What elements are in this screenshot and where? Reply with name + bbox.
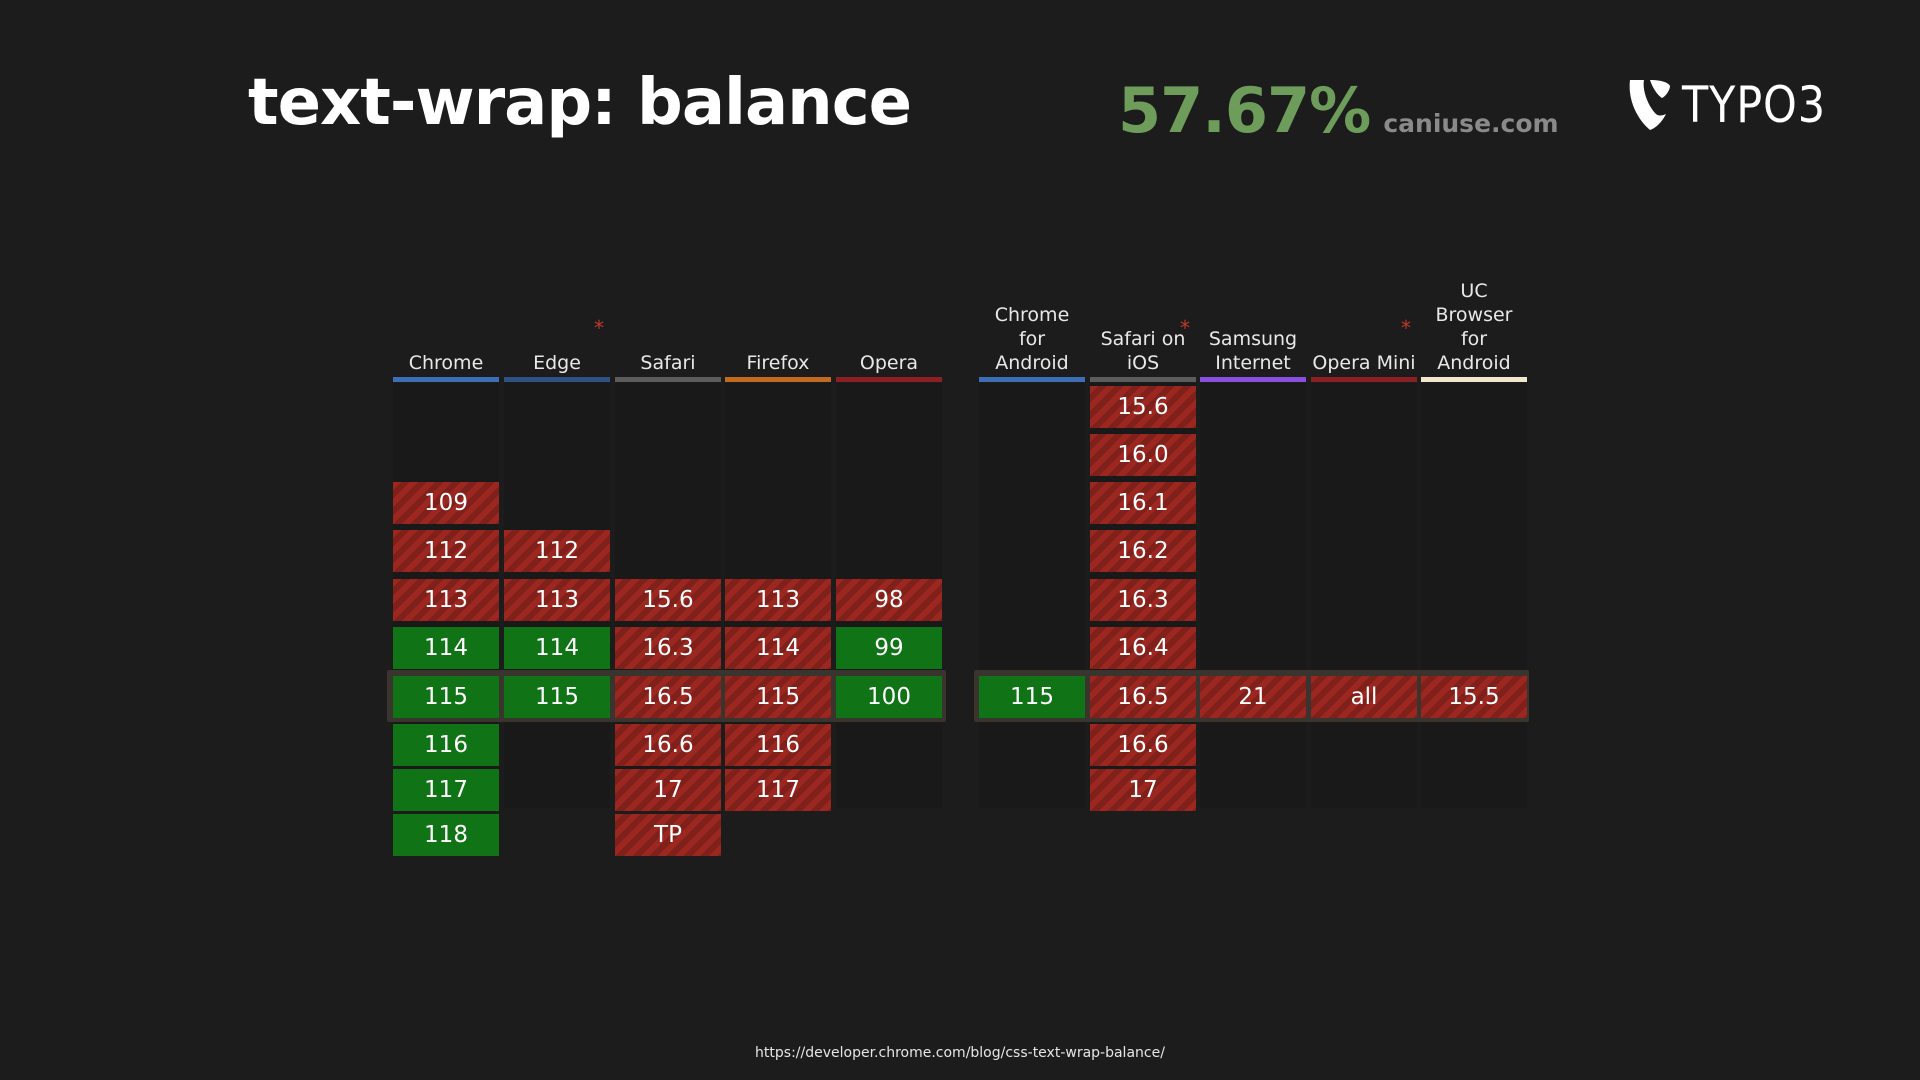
browser-column-uc-browser-for-android [1421,383,1527,808]
browser-color-bar [615,377,721,382]
version-cell[interactable]: 114 [393,627,499,669]
version-cell[interactable]: 115 [725,676,831,718]
version-cell[interactable]: 17 [615,769,721,811]
version-cell[interactable]: 16.6 [615,724,721,766]
typo3-logo: TYPO3 [1626,76,1849,134]
version-cell[interactable]: 16.0 [1090,434,1196,476]
browser-header-chrome-for-android[interactable]: Chrome for Android [994,304,1070,374]
browser-column-chrome-for-android [979,383,1085,808]
browser-color-bar [1421,377,1527,382]
browser-header-safari-on-ios[interactable]: Safari on iOS [1100,328,1186,374]
browser-color-bar [1200,377,1306,382]
version-cell[interactable]: 15.5 [1421,676,1527,718]
browser-header-samsung-internet[interactable]: Samsung Internet [1208,328,1298,374]
source-url[interactable]: https://developer.chrome.com/blog/css-te… [755,1045,1165,1061]
browser-color-bar [1311,377,1417,382]
version-cell[interactable]: 16.2 [1090,530,1196,572]
version-cell[interactable]: 116 [393,724,499,766]
version-cell[interactable]: 113 [725,579,831,621]
browser-color-bar [504,377,610,382]
version-cell[interactable]: 16.5 [1090,676,1196,718]
version-cell[interactable]: all [1311,676,1417,718]
browser-color-bar [979,377,1085,382]
version-cell[interactable]: 16.5 [615,676,721,718]
browser-header-firefox[interactable]: Firefox [746,352,810,374]
version-cell[interactable]: 113 [504,579,610,621]
version-cell[interactable]: 115 [393,676,499,718]
version-cell[interactable]: 112 [393,530,499,572]
version-cell[interactable]: 113 [393,579,499,621]
note-asterisk[interactable]: * [1401,316,1411,340]
logo-wordmark: TYPO3 [1682,76,1826,134]
browser-header-uc-browser-for-android[interactable]: UC Browser for Android [1435,280,1513,374]
version-cell[interactable]: 16.3 [1090,579,1196,621]
version-cell[interactable]: 118 [393,814,499,856]
version-cell[interactable]: 15.6 [615,579,721,621]
note-asterisk[interactable]: * [1180,316,1190,340]
version-cell[interactable]: 117 [393,769,499,811]
version-cell[interactable]: 109 [393,482,499,524]
browser-color-bar [725,377,831,382]
version-cell[interactable]: 15.6 [1090,386,1196,428]
typo3-logo-icon [1629,80,1670,130]
version-cell[interactable]: 100 [836,676,942,718]
version-cell[interactable]: 16.6 [1090,724,1196,766]
version-cell[interactable]: 114 [725,627,831,669]
slide-title: text-wrap: balance [248,66,912,140]
version-cell[interactable]: 98 [836,579,942,621]
browser-header-chrome[interactable]: Chrome [408,352,484,374]
browser-header-opera-mini[interactable]: Opera Mini [1312,352,1416,374]
version-cell[interactable]: 21 [1200,676,1306,718]
version-cell[interactable]: 17 [1090,769,1196,811]
browser-color-bar [836,377,942,382]
note-asterisk[interactable]: * [594,316,604,340]
usage-percent: 57.67% [1118,74,1371,147]
browser-header-opera[interactable]: Opera [859,352,919,374]
usage-stat: 57.67% caniuse.com [1118,74,1559,147]
version-cell[interactable]: 117 [725,769,831,811]
version-cell[interactable]: 16.1 [1090,482,1196,524]
browser-color-bar [393,377,499,382]
version-cell[interactable]: 114 [504,627,610,669]
version-cell[interactable]: 16.3 [615,627,721,669]
version-cell[interactable]: 115 [504,676,610,718]
version-cell[interactable]: 16.4 [1090,627,1196,669]
version-cell[interactable]: 116 [725,724,831,766]
browser-column-samsung-internet [1200,383,1306,808]
version-cell[interactable]: 112 [504,530,610,572]
browser-header-edge[interactable]: Edge [533,352,581,374]
browser-header-safari[interactable]: Safari [640,352,696,374]
version-cell[interactable]: 99 [836,627,942,669]
browser-color-bar [1090,377,1196,382]
version-cell[interactable]: 115 [979,676,1085,718]
browser-column-opera-mini [1311,383,1417,808]
version-cell[interactable]: TP [615,814,721,856]
usage-source: caniuse.com [1383,109,1559,138]
